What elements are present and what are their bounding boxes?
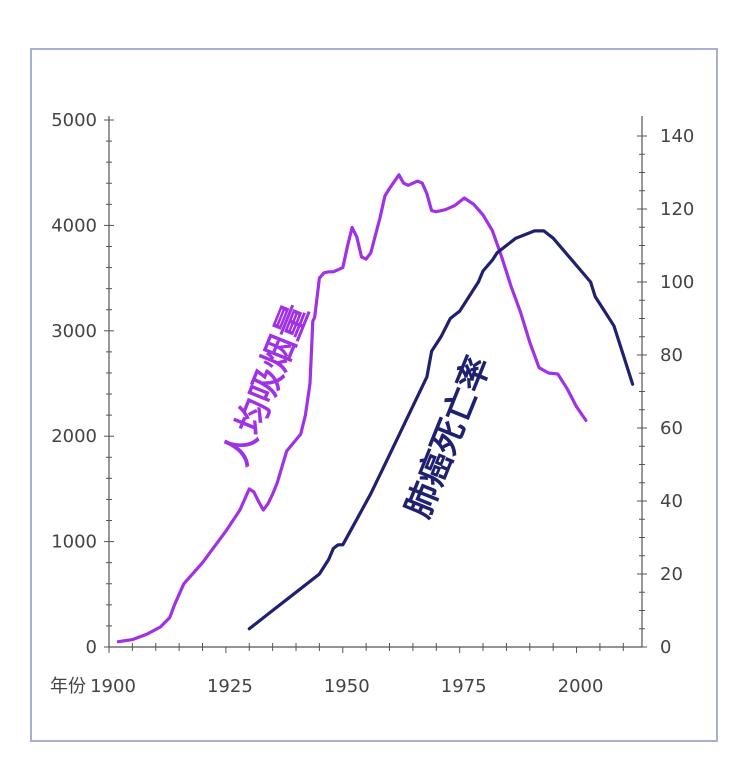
y-right-tick-label: 40 [660,491,683,512]
y-right-tick-label: 80 [660,345,683,366]
y-right-tick-label: 140 [660,126,694,147]
series-labels: 人均吸烟量 肺癌死亡率 [216,299,499,524]
y-right-tick-label: 100 [660,272,694,293]
y-left-tick-label: 5000 [51,110,97,131]
y-left-tick-label: 1000 [51,532,97,553]
x-tick-label: 1975 [441,676,487,697]
series-line-lung-cancer-mortality [247,229,635,631]
x-tick-label: 2000 [558,676,604,697]
y-left-tick-label: 3000 [51,321,97,342]
x-tick-label: 1900 [90,676,136,697]
x-tick-label: 1925 [207,676,253,697]
series-lines [116,173,635,644]
series-label-cigarette-consumption: 人均吸烟量 [216,299,317,472]
axes: 0 1000 2000 3000 4000 5000 0 20 40 60 80 100 120 140 1… [50,110,694,697]
chart-frame: 0 1000 2000 3000 4000 5000 0 20 40 60 80 100 120 140 1… [30,48,718,742]
y-left-tick-label: 2000 [51,426,97,447]
series-label-lung-cancer-mortality: 肺癌死亡率 [398,351,499,524]
x-axis-label: 年份 [50,676,86,697]
y-left-tick-label: 4000 [51,215,97,236]
x-tick-label: 1950 [324,676,370,697]
y-right-tick-label: 60 [660,418,683,439]
y-right-tick-label: 20 [660,564,683,585]
y-left-tick-label: 0 [86,637,97,658]
dual-axis-line-chart: 0 1000 2000 3000 4000 5000 0 20 40 60 80 100 120 140 1… [50,110,694,697]
y-right-tick-label: 0 [660,637,671,658]
series-line-cigarette-consumption [116,173,588,644]
y-right-tick-label: 120 [660,199,694,220]
